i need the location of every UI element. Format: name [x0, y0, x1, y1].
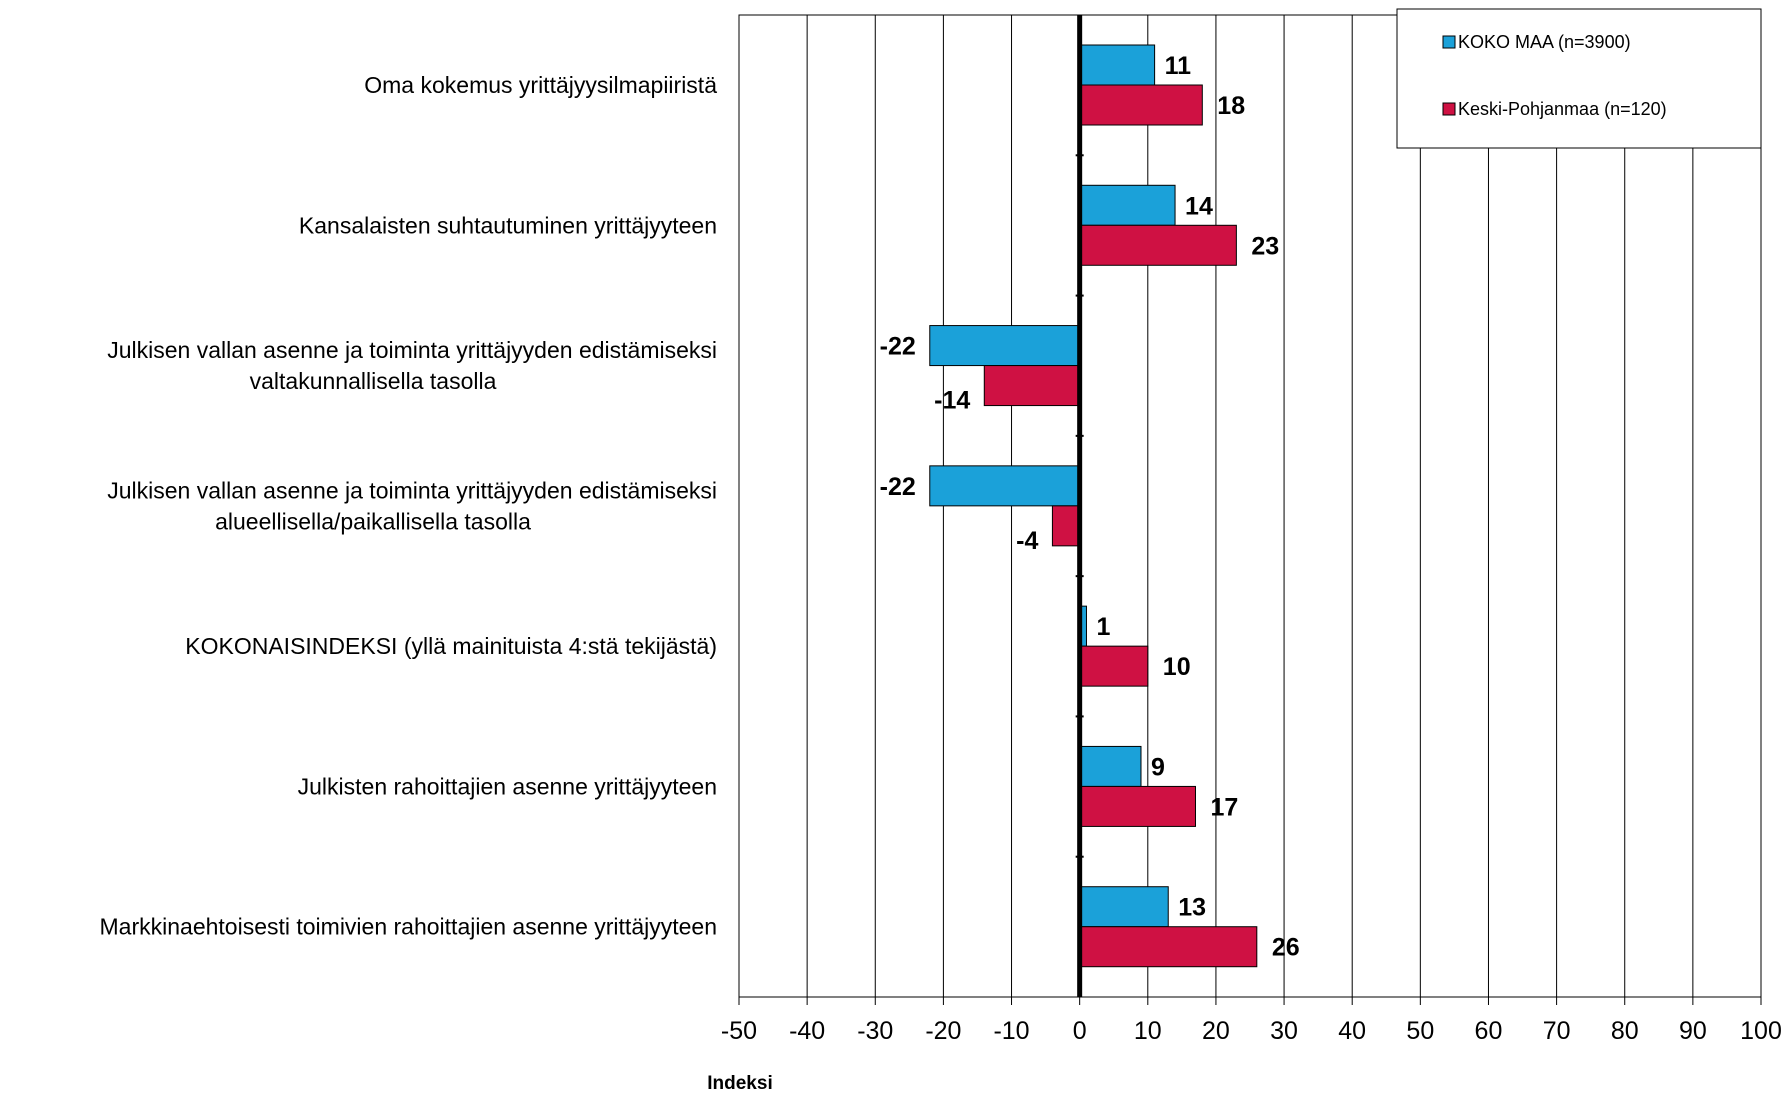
bar: [983, 365, 1081, 407]
category-label: Oma kokemus yrittäjyysilmapiiristä: [364, 72, 717, 98]
bar: [1079, 44, 1156, 86]
bar: [1079, 184, 1176, 226]
data-label: 11: [1165, 52, 1192, 80]
category-label: Markkinaehtoisesti toimivien rahoittajie…: [100, 914, 717, 940]
data-label: 1: [1096, 613, 1110, 641]
category-label: Julkisen vallan asenne ja toiminta yritt…: [107, 477, 717, 503]
x-tick-label: 100: [1740, 1017, 1782, 1045]
category-label: alueellisella/paikallisella tasolla: [215, 508, 531, 534]
plot-area: [738, 14, 1762, 998]
x-tick-label: 10: [1134, 1017, 1162, 1045]
x-tick-labels: -50 -40 -30 -20 -10 0 10 20 30 40 50 60 70 80 90 100: [721, 1017, 1782, 1045]
category-label: Julkisten rahoittajien asenne yrittäjyyt…: [298, 773, 717, 799]
data-label: -22: [880, 333, 916, 361]
x-tick-label: 0: [1073, 1017, 1087, 1045]
x-tick-label: -20: [925, 1017, 961, 1045]
legend-swatch: [1442, 102, 1456, 116]
bar: [1079, 224, 1237, 266]
gridlines: [738, 14, 1762, 998]
data-label: 18: [1217, 92, 1245, 120]
data-label: 13: [1178, 894, 1206, 922]
data-label: 17: [1210, 793, 1238, 821]
x-tick-label: 40: [1338, 1017, 1366, 1045]
bar: [1079, 645, 1149, 687]
x-tick-label: -30: [857, 1017, 893, 1045]
category-label: valtakunnallisella tasolla: [250, 368, 497, 394]
bar: [1079, 745, 1142, 787]
category-label: Kansalaisten suhtautuminen yrittäjyyteen: [299, 212, 717, 238]
data-label: -14: [934, 387, 970, 415]
category-label: Julkisen vallan asenne ja toiminta yritt…: [107, 337, 717, 363]
legend-label: KOKO MAA (n=3900): [1458, 32, 1631, 52]
bars: [929, 44, 1258, 968]
x-tick-label: 20: [1202, 1017, 1230, 1045]
data-label: 23: [1251, 232, 1279, 260]
legend-label: Keski-Pohjanmaa (n=120): [1458, 99, 1667, 119]
x-tick-label: 30: [1270, 1017, 1298, 1045]
x-tick-label: 50: [1406, 1017, 1434, 1045]
x-tick-label: 60: [1475, 1017, 1503, 1045]
bar: [1079, 886, 1169, 928]
x-tick-label: -50: [721, 1017, 757, 1045]
category-labels: Oma kokemus yrittäjyysilmapiiristä Kansal…: [100, 72, 718, 940]
data-labels: 11 18 14 23 -22 -14 -22 -4 1 10 9 17 13 26: [880, 52, 1300, 962]
bar: [929, 325, 1081, 367]
bar: [1079, 84, 1203, 126]
category-label: KOKONAISINDEKSI (yllä mainituista 4:stä …: [185, 633, 717, 659]
data-label: 14: [1185, 192, 1213, 220]
legend-box: [1396, 8, 1762, 149]
legend: KOKO MAA (n=3900) Keski-Pohjanmaa (n=120): [1396, 8, 1762, 149]
data-label: 26: [1272, 934, 1300, 962]
bar: [1051, 505, 1081, 547]
axes: [738, 15, 1762, 1005]
data-label: -4: [1016, 527, 1038, 555]
data-label: 9: [1151, 753, 1165, 781]
x-tick-label: -10: [993, 1017, 1029, 1045]
bar: [929, 465, 1081, 507]
bar: [1079, 785, 1196, 827]
x-tick-label: 80: [1611, 1017, 1639, 1045]
bar: [1079, 926, 1258, 968]
data-label: 10: [1163, 653, 1191, 681]
x-tick-label: -40: [789, 1017, 825, 1045]
x-tick-label: 90: [1679, 1017, 1707, 1045]
x-tick-label: 70: [1543, 1017, 1571, 1045]
legend-swatch: [1442, 35, 1456, 49]
x-axis-title: Indeksi: [707, 1073, 772, 1094]
data-label: -22: [880, 473, 916, 501]
